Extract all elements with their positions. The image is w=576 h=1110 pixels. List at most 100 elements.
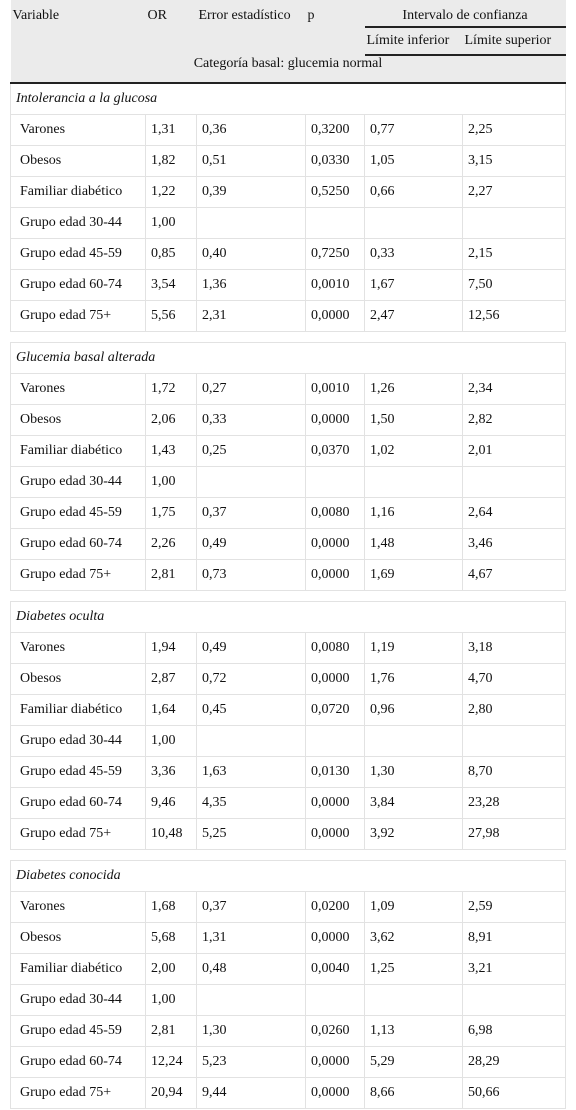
row-label: Familiar diabético — [10, 953, 146, 985]
cell: 1,31 — [196, 922, 306, 954]
cell — [462, 466, 566, 498]
header-cell: p — [305, 0, 365, 27]
cell: 0,0010 — [305, 373, 365, 405]
cell: 0,37 — [196, 891, 306, 923]
cell: 1,94 — [145, 632, 197, 664]
cell: 9,46 — [145, 787, 197, 819]
cell: 0,0000 — [305, 404, 365, 436]
row-label: Varones — [10, 114, 146, 146]
spacer-cell — [10, 849, 566, 861]
cell: 0,0010 — [305, 269, 365, 301]
cell: 0,36 — [196, 114, 306, 146]
spacer-row — [10, 590, 566, 602]
row-label: Grupo edad 75+ — [10, 818, 146, 850]
section-title: Glucemia basal alterada — [10, 342, 566, 374]
cell: 5,56 — [145, 300, 197, 332]
cell: 2,15 — [462, 238, 566, 270]
row-label: Varones — [10, 373, 146, 405]
cell: 0,0370 — [305, 435, 365, 467]
data-row: Grupo edad 30-44 1,00 — [10, 466, 566, 498]
row-label: Varones — [10, 632, 146, 664]
row-label: Familiar diabético — [10, 176, 146, 208]
data-row: Grupo edad 45-59 2,81 1,30 0,0260 1,13 6,98 — [10, 1015, 566, 1047]
cell: 2,81 — [145, 559, 197, 591]
cell: 0,0080 — [305, 632, 365, 664]
data-row: Varones 1,31 0,36 0,3200 0,77 2,25 — [10, 114, 566, 146]
cell: 0,0000 — [305, 818, 365, 850]
cell: 1,63 — [196, 756, 306, 788]
cell: 0,25 — [196, 435, 306, 467]
row-label: Grupo edad 75+ — [10, 1077, 146, 1109]
cell: 5,68 — [145, 922, 197, 954]
cell: 12,56 — [462, 300, 566, 332]
cell: 0,39 — [196, 176, 306, 208]
cell: 1,26 — [364, 373, 463, 405]
cell: 2,00 — [145, 953, 197, 985]
cell: 9,44 — [196, 1077, 306, 1109]
cell — [462, 207, 566, 239]
cell: 1,25 — [364, 953, 463, 985]
cell: 1,09 — [364, 891, 463, 923]
cell: 28,29 — [462, 1046, 566, 1078]
cell: 0,5250 — [305, 176, 365, 208]
cell: 1,82 — [145, 145, 197, 177]
spacer-cell — [10, 590, 566, 602]
row-label: Grupo edad 30-44 — [10, 984, 146, 1016]
cell: 3,36 — [145, 756, 197, 788]
header-group: Intervalo de confianza — [364, 0, 566, 28]
cell: 23,28 — [462, 787, 566, 819]
cell: 5,25 — [196, 818, 306, 850]
data-row: Grupo edad 75+ 2,81 0,73 0,0000 1,69 4,67 — [10, 559, 566, 591]
cell: 0,51 — [196, 145, 306, 177]
row-label: Grupo edad 60-74 — [10, 787, 146, 819]
data-row: Grupo edad 60-74 9,46 4,35 0,0000 3,84 23,28 — [10, 787, 566, 819]
cell — [364, 207, 463, 239]
cell: 3,92 — [364, 818, 463, 850]
cell: 1,68 — [145, 891, 197, 923]
data-row: Obesos 2,06 0,33 0,0000 1,50 2,82 — [10, 404, 566, 436]
cell — [196, 984, 306, 1016]
cell — [305, 725, 365, 757]
cell: 0,0200 — [305, 891, 365, 923]
row-label: Familiar diabético — [10, 435, 146, 467]
cell: 2,31 — [196, 300, 306, 332]
header-cell: OR — [145, 0, 197, 27]
cell: 0,0000 — [305, 787, 365, 819]
cell: 4,35 — [196, 787, 306, 819]
cell — [364, 725, 463, 757]
cell: 7,50 — [462, 269, 566, 301]
row-label: Obesos — [10, 663, 146, 695]
cell: 0,0000 — [305, 663, 365, 695]
cell: 1,16 — [364, 497, 463, 529]
data-row: Grupo edad 45-59 0,85 0,40 0,7250 0,33 2,15 — [10, 238, 566, 270]
cell: 1,30 — [196, 1015, 306, 1047]
cell — [305, 984, 365, 1016]
cell: 2,47 — [364, 300, 463, 332]
cell: 1,72 — [145, 373, 197, 405]
header-row: Límite inferior Límite superior — [10, 27, 566, 56]
row-label: Grupo edad 30-44 — [10, 725, 146, 757]
row-label: Grupo edad 45-59 — [10, 497, 146, 529]
cell: 3,54 — [145, 269, 197, 301]
cell: 2,59 — [462, 891, 566, 923]
row-label: Grupo edad 45-59 — [10, 238, 146, 270]
cell: 8,66 — [364, 1077, 463, 1109]
cell: 0,0000 — [305, 1046, 365, 1078]
cell: 3,15 — [462, 145, 566, 177]
cell: 0,0040 — [305, 953, 365, 985]
cell: 2,82 — [462, 404, 566, 436]
header-blank — [10, 27, 365, 55]
cell: 8,91 — [462, 922, 566, 954]
data-row: Varones 1,94 0,49 0,0080 1,19 3,18 — [10, 632, 566, 664]
cell — [196, 207, 306, 239]
cell: 20,94 — [145, 1077, 197, 1109]
spacer-row — [10, 331, 566, 343]
cell: 1,48 — [364, 528, 463, 560]
cell: 3,18 — [462, 632, 566, 664]
cell: 0,96 — [364, 694, 463, 726]
data-row: Grupo edad 60-74 3,54 1,36 0,0010 1,67 7,50 — [10, 269, 566, 301]
cell: 2,64 — [462, 497, 566, 529]
section-title: Diabetes oculta — [10, 601, 566, 633]
data-row: Grupo edad 60-74 2,26 0,49 0,0000 1,48 3,46 — [10, 528, 566, 560]
cell: 0,72 — [196, 663, 306, 695]
